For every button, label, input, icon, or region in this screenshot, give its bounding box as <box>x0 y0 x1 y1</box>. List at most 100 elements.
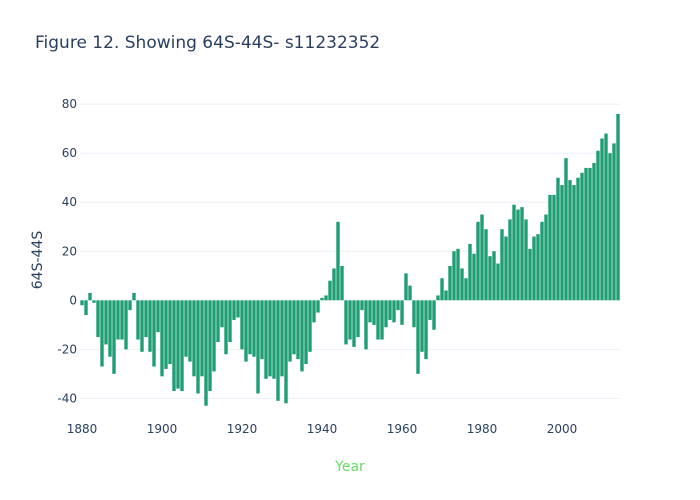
bar <box>500 229 504 301</box>
bar <box>476 221 480 301</box>
bar <box>168 300 172 365</box>
bar <box>84 300 88 316</box>
bar <box>600 138 604 301</box>
bar <box>120 300 124 340</box>
bar <box>132 292 136 301</box>
bar <box>596 150 600 301</box>
bar <box>608 153 612 301</box>
bar <box>528 248 532 301</box>
bar <box>156 300 160 333</box>
bar <box>288 300 292 362</box>
y-tick-label: -20 <box>57 342 77 356</box>
bar <box>80 300 84 306</box>
bar <box>580 172 584 301</box>
x-tick-label: 1920 <box>227 422 258 436</box>
bar <box>256 300 260 394</box>
bar <box>324 295 328 301</box>
bar <box>464 278 468 301</box>
bar <box>492 251 496 301</box>
bar <box>412 300 416 328</box>
bar <box>96 300 100 338</box>
x-tick-label: 1980 <box>467 422 498 436</box>
bar <box>560 185 564 301</box>
bar <box>344 300 348 345</box>
bar <box>348 300 352 340</box>
bar <box>568 180 572 301</box>
bar <box>140 300 144 352</box>
bar <box>216 300 220 342</box>
bar <box>484 229 488 301</box>
bar <box>572 185 576 301</box>
bar <box>432 300 436 330</box>
chart-title: Figure 12. Showing 64S-44S- s11232352 <box>35 33 381 53</box>
bar <box>524 219 528 301</box>
bar <box>544 214 548 301</box>
bar <box>292 300 296 355</box>
x-tick-label: 1900 <box>147 422 178 436</box>
bar <box>456 248 460 301</box>
bar <box>312 300 316 323</box>
bar <box>508 219 512 301</box>
bars <box>80 113 620 406</box>
bar <box>244 300 248 362</box>
x-axis-ticks: 1880 1900 1920 1940 1960 1980 2000 <box>67 422 578 436</box>
bar <box>376 300 380 340</box>
bar <box>364 300 368 350</box>
bar <box>128 300 132 311</box>
bar <box>556 177 560 301</box>
bar <box>616 113 620 301</box>
bar <box>308 300 312 352</box>
bar <box>296 300 300 360</box>
bar <box>452 251 456 301</box>
bar <box>408 285 412 301</box>
bar <box>488 256 492 301</box>
bar <box>584 167 588 301</box>
bar <box>388 300 392 320</box>
bar <box>88 292 92 301</box>
bar <box>496 263 500 301</box>
bar <box>320 297 324 301</box>
bar <box>384 300 388 328</box>
bar <box>208 300 212 392</box>
bar <box>356 300 360 338</box>
bar <box>336 221 340 301</box>
bar <box>220 300 224 328</box>
bar <box>284 300 288 404</box>
y-axis-ticks: -40 -20 0 20 40 60 80 <box>57 97 77 405</box>
bar <box>416 300 420 374</box>
bar <box>252 300 256 357</box>
bar <box>192 300 196 377</box>
bar <box>164 300 168 369</box>
bar <box>436 295 440 301</box>
x-tick-label: 1960 <box>387 422 418 436</box>
bar <box>148 300 152 352</box>
bar <box>604 133 608 301</box>
bar <box>592 163 596 301</box>
bar <box>576 177 580 301</box>
bar <box>360 300 364 311</box>
bar <box>332 268 336 301</box>
bar <box>472 253 476 301</box>
bar <box>268 300 272 377</box>
bar <box>212 300 216 372</box>
bar <box>136 300 140 340</box>
bar <box>104 300 108 345</box>
bar <box>188 300 192 362</box>
bar <box>196 300 200 394</box>
bar <box>144 300 148 338</box>
bar <box>248 300 252 355</box>
bar <box>108 300 112 357</box>
bar <box>180 300 184 392</box>
bar <box>368 300 372 323</box>
bar <box>100 300 104 367</box>
bar <box>204 300 208 406</box>
x-tick-label: 2000 <box>547 422 578 436</box>
y-tick-label: 0 <box>69 293 77 307</box>
bar <box>372 300 376 325</box>
bar <box>504 236 508 301</box>
bar <box>240 300 244 350</box>
bar <box>112 300 116 374</box>
x-axis-title: Year <box>334 459 365 475</box>
bar <box>536 234 540 301</box>
bar <box>92 300 96 303</box>
